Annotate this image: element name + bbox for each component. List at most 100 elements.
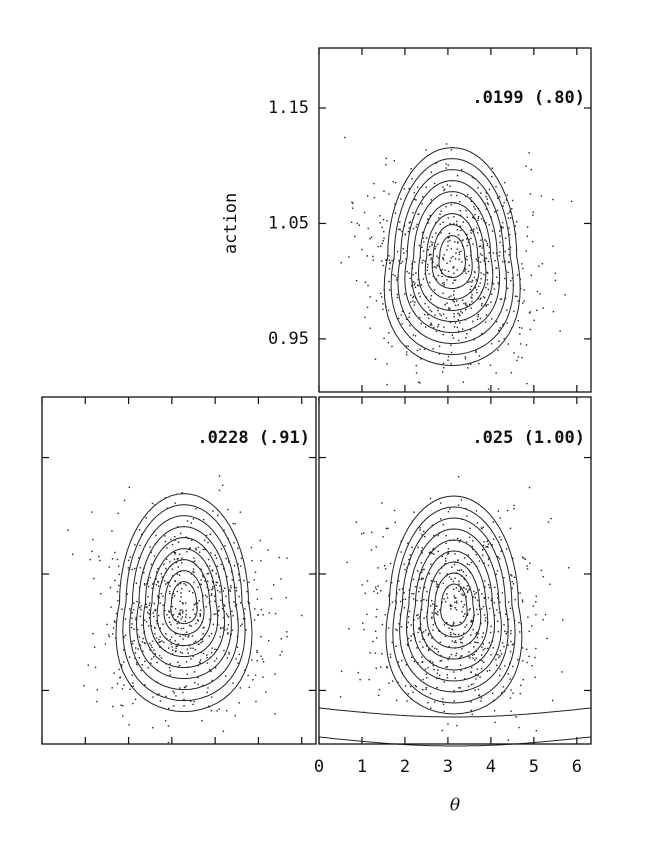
orbit	[170, 581, 198, 625]
scatter-dot	[446, 279, 448, 281]
scatter-dot	[112, 627, 115, 629]
scatter-dot	[538, 265, 540, 267]
scatter-dot	[201, 719, 203, 722]
scatter-dot	[559, 330, 561, 332]
scatter-dot	[426, 677, 428, 679]
scatter-dot	[193, 581, 195, 584]
scatter-dot	[506, 194, 508, 196]
scatter-dot	[409, 685, 412, 688]
scatter-dot	[339, 696, 342, 698]
scatter-dot	[199, 609, 202, 611]
scatter-dot	[499, 327, 501, 329]
scatter-dot	[424, 668, 427, 670]
scatter-dot	[220, 563, 222, 566]
scatter-dot	[215, 584, 217, 587]
scatter-dot	[168, 590, 171, 593]
scatter-dot	[121, 715, 124, 717]
scatter-dot	[228, 616, 230, 618]
scatter-dot	[420, 577, 423, 579]
scatter-dot	[480, 278, 482, 280]
scatter-dot	[469, 657, 471, 659]
scatter-dot	[401, 230, 403, 233]
scatter-dot	[477, 599, 479, 601]
scatter-dot	[194, 682, 196, 684]
scatter-dot	[494, 211, 496, 213]
scatter-dot	[217, 610, 219, 612]
scatter-dot	[477, 688, 480, 691]
scatter-dot	[424, 260, 426, 262]
scatter-dot	[450, 351, 453, 354]
scatter-dot	[389, 562, 392, 565]
scatter-dot	[167, 581, 169, 583]
scatter-dot	[455, 252, 457, 254]
scatter-dot	[453, 641, 456, 644]
scatter-dot	[462, 328, 464, 330]
scatter-dot	[382, 303, 384, 305]
scatter-dot	[410, 656, 413, 659]
scatter-dot	[479, 317, 482, 320]
scatter-dot	[381, 502, 383, 504]
scatter-dot	[177, 541, 180, 543]
scatter-dot	[495, 573, 497, 575]
scatter-dot	[449, 185, 451, 188]
scatter-dot	[495, 276, 498, 278]
scatter-dot	[392, 273, 394, 276]
scatter-dot	[225, 595, 227, 598]
scatter-dot	[470, 701, 472, 703]
scatter-dot	[462, 571, 465, 573]
scatter-dot	[507, 343, 510, 345]
scatter-dot	[452, 267, 454, 269]
scatter-dot	[405, 353, 408, 356]
scatter-dot	[203, 539, 206, 542]
scatter-dot	[519, 343, 522, 345]
scatter-dot	[211, 580, 214, 583]
scatter-dot	[165, 633, 167, 635]
scatter-dot	[428, 572, 431, 575]
scatter-dot	[427, 222, 429, 224]
scatter-dot	[224, 605, 226, 607]
scatter-dot	[487, 597, 490, 599]
scatter-dot	[239, 602, 242, 604]
scatter-dot	[445, 317, 448, 319]
scatter-dot	[510, 630, 512, 632]
scatter-dot	[400, 551, 402, 553]
scatter-dot	[438, 674, 441, 677]
scatter-dot	[179, 635, 181, 638]
scatter-dot	[528, 486, 531, 489]
scatter-dot	[208, 589, 210, 591]
scatter-dot	[430, 199, 433, 201]
scatter-dot	[511, 277, 514, 279]
scatter-dot	[201, 574, 204, 576]
scatter-dot	[235, 586, 238, 589]
scatter-dot	[438, 353, 441, 355]
scatter-dot	[420, 578, 423, 581]
scatter-dot	[493, 288, 496, 290]
scatter-dot	[181, 652, 184, 654]
scatter-dot	[431, 617, 433, 619]
scatter-dot	[186, 551, 188, 553]
scatter-dot	[460, 638, 463, 640]
scatter-dot	[501, 592, 504, 594]
scatter-dot	[432, 664, 434, 667]
scatter-dot	[144, 642, 146, 645]
scatter-dot	[104, 643, 107, 645]
scatter-dot	[203, 518, 205, 521]
scatter-dot	[522, 678, 524, 681]
scatter-dot	[225, 557, 228, 560]
scatter-dot	[475, 554, 478, 556]
scatter-dot	[404, 568, 406, 571]
scatter-dot	[135, 647, 137, 649]
scatter-dot	[458, 583, 460, 585]
scatter-dot	[235, 590, 238, 592]
scatter-dot	[483, 596, 485, 599]
scatter-dot	[421, 632, 424, 634]
scatter-dot	[464, 613, 466, 615]
scatter-dot	[372, 640, 374, 643]
panel-frame	[318, 47, 592, 393]
scatter-dot	[447, 237, 450, 239]
scatter-dot	[444, 303, 446, 306]
scatter-dot	[459, 214, 462, 216]
scatter-dot	[424, 303, 426, 305]
scatter-dot	[204, 548, 206, 550]
scatter-dot	[452, 255, 454, 258]
